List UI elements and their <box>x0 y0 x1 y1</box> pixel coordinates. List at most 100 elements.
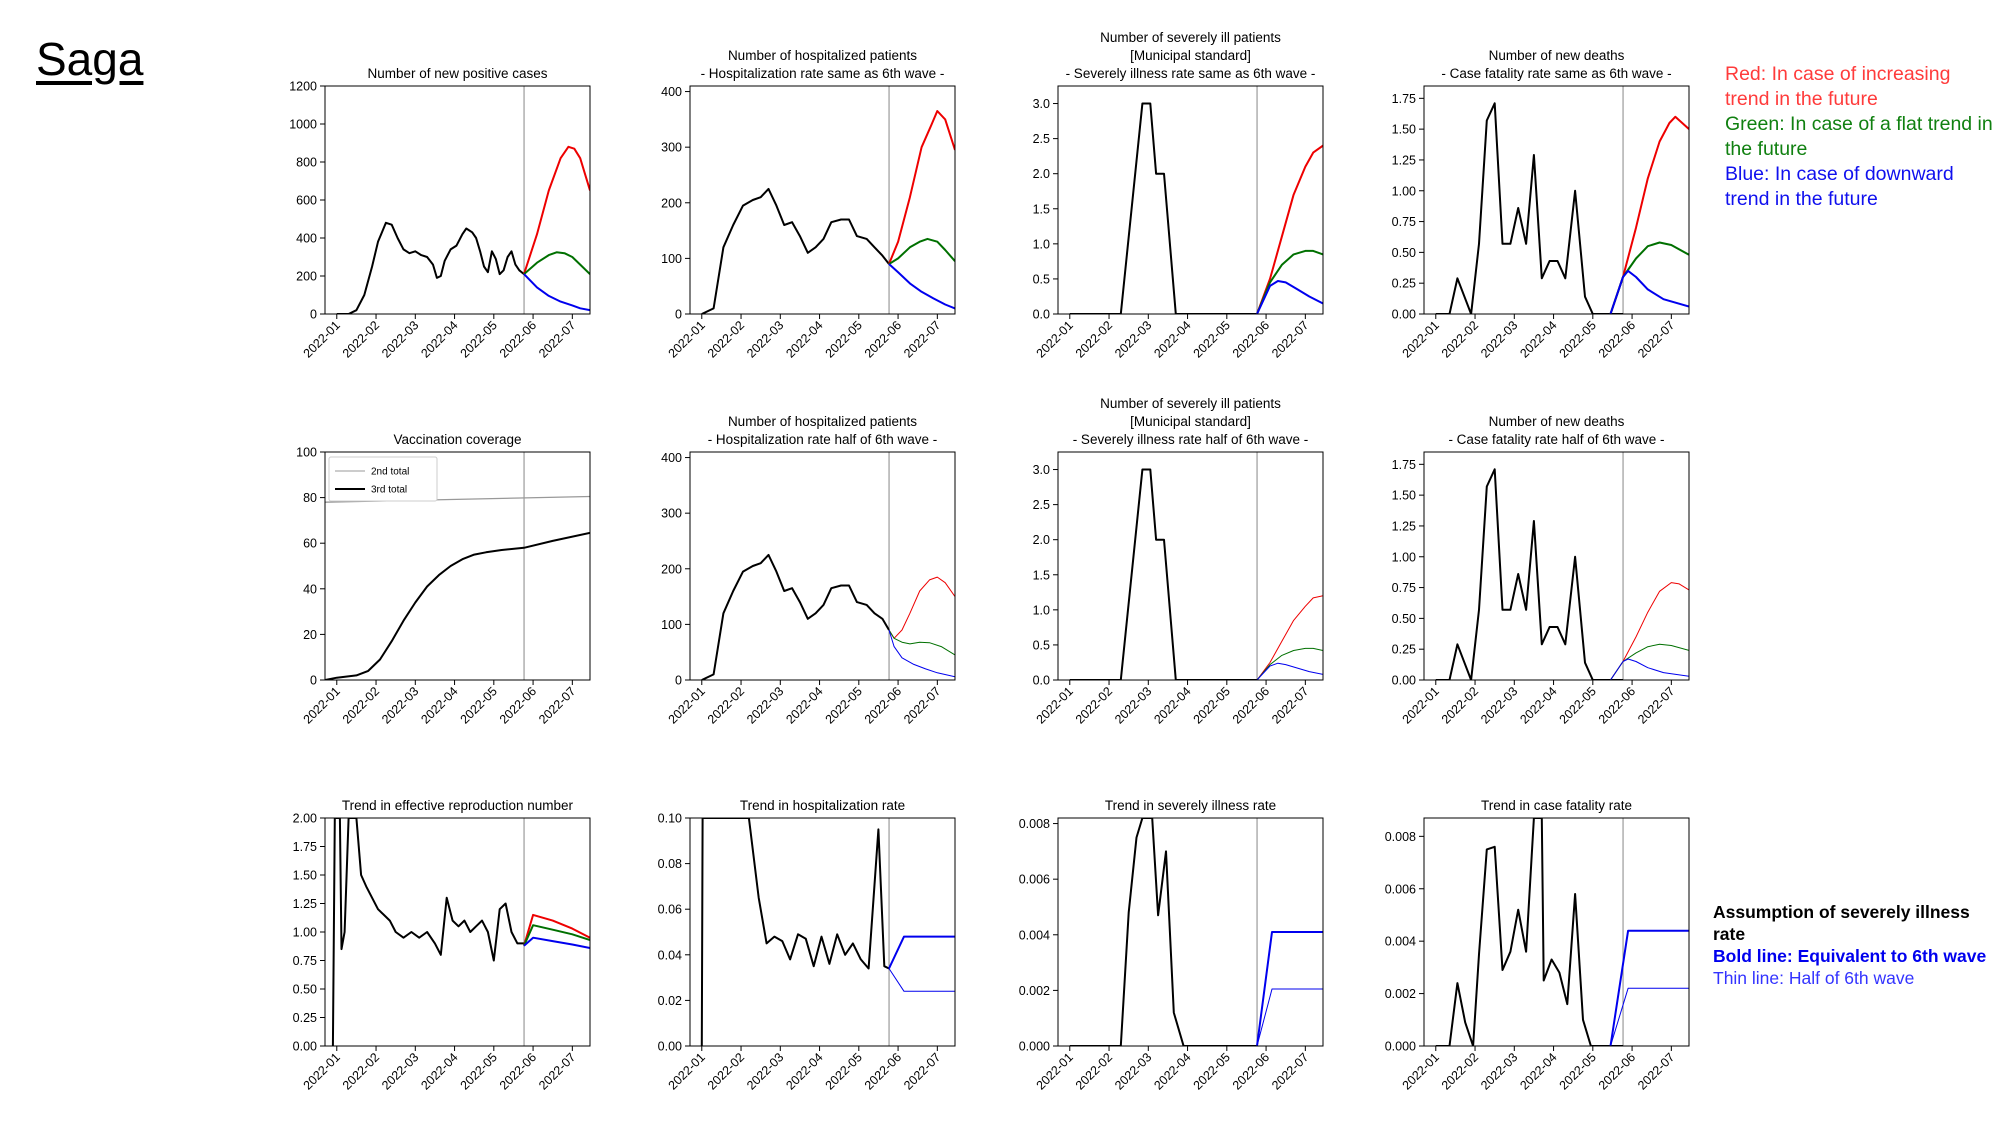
x-tick-label: 2022-07 <box>901 684 943 726</box>
y-tick-label: 2.00 <box>293 812 317 826</box>
series-observed <box>331 818 524 1046</box>
y-tick-label: 40 <box>303 582 317 596</box>
series-group <box>1069 102 1323 314</box>
x-tick-label: 2022-04 <box>418 1050 460 1092</box>
plot-frame <box>1423 817 1690 1047</box>
chart-title: - Hospitalization rate same as 6th wave … <box>701 66 945 81</box>
x-tick-label: 2022-04 <box>1151 1050 1193 1092</box>
x-tick-label: 2022-06 <box>1230 318 1272 360</box>
chart-title: Trend in hospitalization rate <box>740 798 905 813</box>
x-tick-label: 2022-04 <box>1151 684 1193 726</box>
assumption-legend: Assumption of severely illness rate Bold… <box>1713 901 1993 989</box>
y-tick-label: 600 <box>296 194 317 208</box>
series-increase <box>523 145 590 275</box>
x-tick-label: 2022-02 <box>1439 318 1481 360</box>
y-tick-label: 1000 <box>289 118 317 132</box>
y-tick-label: 100 <box>296 446 317 460</box>
y-tick-label: 2.5 <box>1033 132 1050 146</box>
y-tick-label: 0 <box>675 308 682 322</box>
x-tick-label: 2022-01 <box>1400 1050 1442 1092</box>
series-group <box>701 110 955 314</box>
series-thin-assumption <box>1256 988 1323 1046</box>
x-tick-label: 2022-03 <box>744 318 786 360</box>
x-tick-label: 2022-01 <box>1400 684 1442 726</box>
y-tick-label: 0.50 <box>1392 246 1416 260</box>
x-tick-label: 2022-06 <box>862 684 904 726</box>
x-tick-label: 2022-02 <box>705 684 747 726</box>
y-tick-label: 0.75 <box>293 954 317 968</box>
chart-title: - Case fatality rate half of 6th wave - <box>1448 432 1664 447</box>
legend-green: Green: In case of a flat trend in the fu… <box>1725 113 1993 160</box>
x-tick-label: 2022-02 <box>1439 684 1481 726</box>
y-tick-label: 1.75 <box>1392 92 1416 106</box>
x-tick-label: 2022-01 <box>301 1050 343 1092</box>
chart-title: Number of new positive cases <box>367 66 547 81</box>
series-flat <box>888 629 955 656</box>
series-flat <box>1256 249 1323 314</box>
y-tick-label: 0.0 <box>1033 674 1050 688</box>
x-tick-label: 2022-07 <box>1635 1050 1677 1092</box>
series-group <box>1069 468 1323 680</box>
series-observed <box>700 818 890 1046</box>
y-tick-label: 20 <box>303 628 317 642</box>
y-tick-label: 200 <box>661 562 682 576</box>
y-tick-label: 0.25 <box>293 1011 317 1025</box>
y-tick-label: 0.004 <box>1385 935 1416 949</box>
chart-c13: Number of severely ill patients [Municipa… <box>1033 30 1324 361</box>
series-group <box>331 818 590 1046</box>
series-observed <box>701 187 890 314</box>
x-tick-label: 2022-07 <box>1269 684 1311 726</box>
x-tick-label: 2022-07 <box>1635 684 1677 726</box>
plot-frame <box>689 451 956 681</box>
y-tick-label: 0.0 <box>1033 308 1050 322</box>
x-tick-label: 2022-05 <box>1191 1050 1233 1092</box>
x-tick-label: 2022-06 <box>862 1050 904 1092</box>
chart-title: - Severely illness rate half of 6th wave… <box>1073 432 1309 447</box>
inner-legend-label: 2nd total <box>371 467 409 478</box>
x-tick-label: 2022-06 <box>497 1050 539 1092</box>
series-observed <box>1069 818 1257 1046</box>
y-tick-label: 2.5 <box>1033 498 1050 512</box>
series-increase <box>1256 595 1323 680</box>
y-tick-label: 1.5 <box>1033 202 1050 216</box>
y-tick-label: 0.08 <box>658 857 682 871</box>
y-tick-label: 0.02 <box>658 994 682 1008</box>
x-tick-label: 2022-07 <box>536 1050 578 1092</box>
y-tick-label: 0.25 <box>1392 643 1416 657</box>
x-tick-label: 2022-05 <box>1557 318 1599 360</box>
series-flat <box>523 924 590 947</box>
y-tick-label: 60 <box>303 537 317 551</box>
x-tick-label: 2022-03 <box>1112 684 1154 726</box>
x-tick-label: 2022-02 <box>1073 1050 1115 1092</box>
x-tick-label: 2022-01 <box>666 684 708 726</box>
chart-c12: Number of hospitalized patients - Hospita… <box>661 48 956 361</box>
assumption-thin: Thin line: Half of 6th wave <box>1713 968 1915 988</box>
chart-c11: Number of new positive cases 0 200 400 600 80… <box>289 66 591 361</box>
legend-blue: Blue: In case of downward trend in the f… <box>1725 163 1954 210</box>
plot-frame <box>1057 85 1324 315</box>
chart-title: [Municipal standard] <box>1130 414 1251 429</box>
plot-frame <box>689 85 956 315</box>
y-tick-label: 0.00 <box>1392 308 1416 322</box>
x-tick-label: 2022-05 <box>823 1050 865 1092</box>
x-tick-label: 2022-06 <box>1596 1050 1638 1092</box>
series-increase <box>888 110 955 265</box>
x-tick-label: 2022-07 <box>536 318 578 360</box>
x-tick-label: 2022-03 <box>379 1050 421 1092</box>
series-group <box>1069 818 1323 1046</box>
chart-title: - Hospitalization rate half of 6th wave … <box>708 432 938 447</box>
x-tick-label: 2022-07 <box>536 684 578 726</box>
y-tick-label: 0.006 <box>1019 873 1050 887</box>
chart-c32: Trend in hospitalization rate 0.00 0.02 0.0… <box>658 798 956 1093</box>
x-tick-label: 2022-05 <box>458 1050 500 1092</box>
x-tick-label: 2022-06 <box>497 318 539 360</box>
x-tick-label: 2022-03 <box>744 684 786 726</box>
chart-c14: Number of new deaths - Case fatality rate… <box>1392 48 1690 361</box>
x-tick-label: 2022-05 <box>823 684 865 726</box>
y-tick-label: 200 <box>296 270 317 284</box>
series-observed <box>1435 818 1623 1046</box>
chart-title: Trend in case fatality rate <box>1481 798 1632 813</box>
y-tick-label: 1.25 <box>1392 153 1416 167</box>
chart-title: Number of new deaths <box>1489 414 1625 429</box>
chart-title: Number of hospitalized patients <box>728 48 917 63</box>
